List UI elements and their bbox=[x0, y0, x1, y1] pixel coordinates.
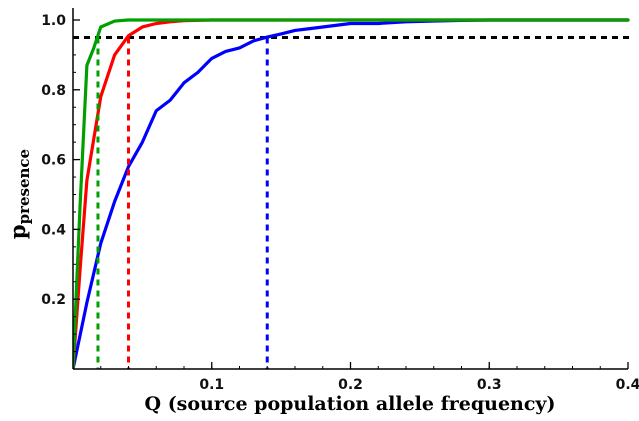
x-tick-label: 0.1 bbox=[199, 377, 224, 393]
y-tick-label: 0.6 bbox=[41, 153, 66, 169]
y-tick-label: 0.8 bbox=[41, 83, 66, 99]
x-tick-label: 0.4 bbox=[616, 377, 639, 393]
y-tick-label: 0.2 bbox=[41, 292, 66, 308]
series-line-0 bbox=[73, 18, 630, 369]
x-axis-title: Q (source population allele frequency) bbox=[145, 393, 556, 415]
x-tick-label: 0.2 bbox=[338, 377, 363, 393]
y-tick-label: 0.4 bbox=[41, 222, 66, 238]
y-axis-title-main: p bbox=[5, 224, 30, 239]
series-line-1 bbox=[73, 18, 630, 369]
y-axis-title: ppresence bbox=[5, 149, 33, 239]
axes: 0.1 0.2 0.3 0.4 0.2 0.4 0.6 0.8 1.0 bbox=[41, 8, 639, 393]
y-tick-label: 1.0 bbox=[41, 13, 66, 29]
y-axis-title-sub: presence bbox=[15, 149, 33, 225]
plot-area bbox=[73, 18, 630, 369]
x-tick-label: 0.3 bbox=[477, 377, 502, 393]
series-line-2 bbox=[73, 18, 630, 369]
